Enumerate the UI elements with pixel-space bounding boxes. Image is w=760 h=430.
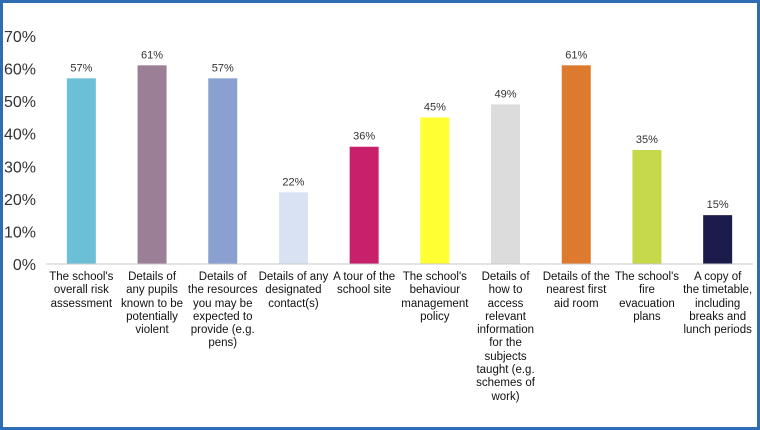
data-label: 61% <box>565 49 587 61</box>
bar <box>278 192 308 264</box>
x-tick-label: Details of how to access relevant inform… <box>476 271 535 403</box>
y-tick-label: 50% <box>4 94 36 111</box>
bar <box>491 104 521 265</box>
y-tick-label: 70% <box>4 29 36 46</box>
bar <box>632 150 662 264</box>
x-tick-label: The school's overall risk assessment <box>49 271 114 310</box>
data-label: 49% <box>495 88 517 100</box>
data-label: 35% <box>636 134 658 146</box>
data-label: 36% <box>353 131 375 143</box>
data-label: 22% <box>282 176 304 188</box>
bar <box>208 78 238 264</box>
y-tick-label: 40% <box>4 127 36 144</box>
bar <box>66 78 96 264</box>
x-tick-label: Details of the nearest first aid room <box>542 271 610 310</box>
x-tick-label: The school's behaviour management policy <box>401 271 469 323</box>
data-label: 15% <box>707 199 729 211</box>
x-tick-label: A copy of the timetable, including break… <box>683 271 753 337</box>
bar <box>703 215 733 264</box>
bar <box>137 65 167 264</box>
y-tick-label: 10% <box>4 224 36 241</box>
bar <box>561 65 591 264</box>
x-tick-label: Details of the resources you may be expe… <box>187 271 258 350</box>
bar-chart: 0% 10% 20% 30% 40% 50% 60% 70% 57% 61% 57% 22% 36% 45… <box>4 29 753 274</box>
bar <box>349 146 379 264</box>
data-label: 57% <box>70 62 92 74</box>
data-label: 57% <box>212 62 234 74</box>
x-tick-label: A tour of the school site <box>333 271 396 297</box>
x-tick-label: Details of any pupils known to be potent… <box>121 271 184 337</box>
y-tick-label: 0% <box>13 257 36 274</box>
bar <box>420 117 450 264</box>
y-tick-label: 30% <box>4 159 36 176</box>
data-label: 61% <box>141 49 163 61</box>
x-tick-label: The school's fire evacuation plans <box>614 271 680 323</box>
y-tick-label: 60% <box>4 62 36 79</box>
y-tick-label: 20% <box>4 192 36 209</box>
x-tick-label: Details of any designated contact(s) <box>258 271 329 310</box>
data-label: 45% <box>424 101 446 113</box>
